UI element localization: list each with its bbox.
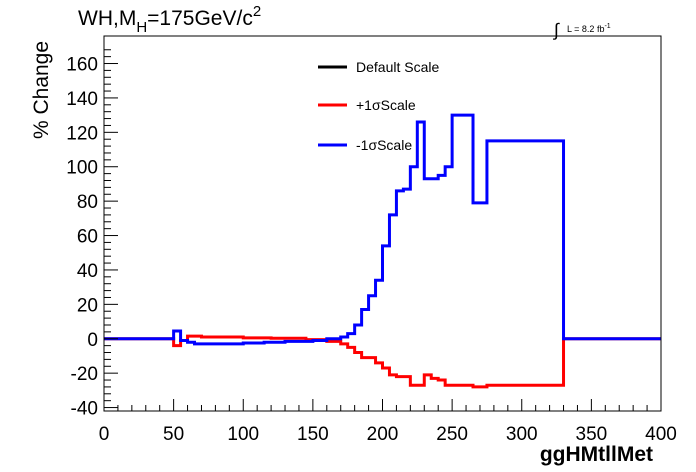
legend-label: -1σScale [356,137,412,153]
x-tick-label: 200 [367,424,399,445]
y-tick-label: 80 [77,192,98,213]
x-tick-label: 350 [576,424,608,445]
title-prefix: WH,M [78,7,136,30]
x-axis: 0 50 100 150 200 250 300 350 400 [99,399,677,445]
y-tick-label: 40 [77,261,98,282]
chart-title: WH,MH=175GeV/c2 [78,3,261,36]
y-tick-label: -20 [71,364,98,385]
x-axis-title: ggHMtllMet [540,443,653,466]
y-axis: -40 -20 0 20 40 60 80 100 120 140 160 [66,49,118,420]
y-tick-label: 120 [66,123,98,144]
lumi-label: L = 8.2 fb-1 [567,23,611,34]
legend-label: +1σScale [356,97,416,113]
x-tick-label: 100 [227,424,259,445]
x-tick-label: 50 [163,424,184,445]
series-line [104,334,661,389]
lumi-text: L = 8.2 fb [567,24,604,34]
x-tick-label: 400 [645,424,677,445]
title-superscript: 2 [253,3,261,20]
y-tick-label: 0 [87,330,98,351]
y-axis-title: % Change [30,41,53,139]
legend-label: Default Scale [356,59,439,75]
y-tick-label: -40 [71,399,98,420]
title-value: =175GeV/c [147,7,253,30]
series-layer [104,113,661,389]
x-tick-label: 0 [99,424,110,445]
x-tick-label: 150 [297,424,329,445]
plot-frame [103,35,662,412]
y-tick-label: 60 [77,227,98,248]
y-tick-label: 160 [66,55,98,76]
y-tick-label: 100 [66,158,98,179]
x-tick-label: 250 [436,424,468,445]
series-line [104,113,661,346]
lumi-superscript: -1 [604,23,610,30]
y-tick-label: 140 [66,89,98,110]
lumi-integral-sign: ∫ [552,20,560,40]
legend: Default Scale +1σScale -1σScale [318,59,439,153]
x-tick-label: 300 [506,424,538,445]
title-subscript: H [136,19,147,36]
y-tick-label: 20 [77,295,98,316]
